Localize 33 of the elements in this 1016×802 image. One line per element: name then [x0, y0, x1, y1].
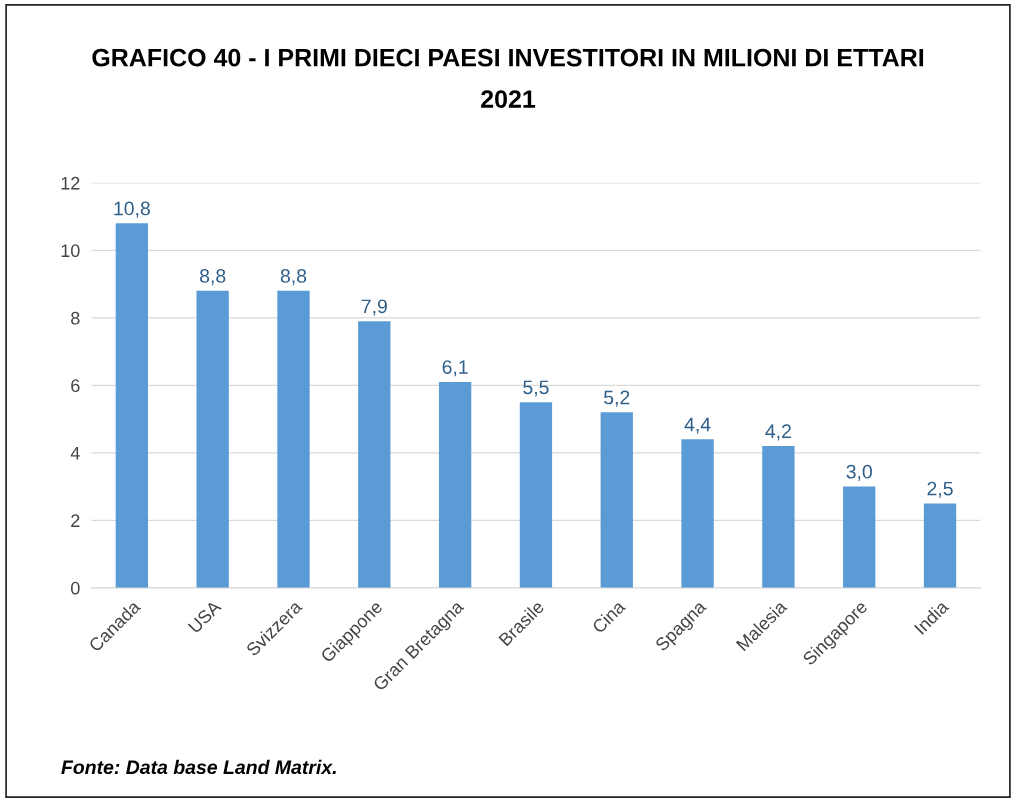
y-tick-label: 4	[70, 446, 80, 460]
bar	[519, 402, 553, 588]
data-label: 2,5	[927, 481, 953, 498]
bar	[438, 381, 472, 588]
data-label: 8,8	[280, 269, 307, 286]
bar	[196, 290, 229, 588]
bar	[358, 321, 391, 588]
data-label: 4,4	[684, 417, 711, 434]
bar	[277, 290, 310, 588]
data-label: 8,8	[200, 269, 226, 286]
data-label: 4,2	[765, 424, 791, 441]
bar	[681, 439, 714, 588]
source-note: Fonte: Data base Land Matrix.	[61, 759, 336, 775]
bar	[600, 412, 633, 588]
data-label: 10,8	[114, 201, 150, 218]
y-tick-label: 6	[71, 379, 80, 393]
bar	[762, 446, 795, 588]
data-label: 6,1	[442, 360, 468, 377]
data-label: 5,2	[604, 390, 630, 407]
data-label: 7,9	[361, 299, 387, 316]
bar	[843, 486, 876, 588]
data-label: 3,0	[846, 464, 872, 481]
y-tick-label: 2	[71, 514, 80, 527]
chart-title: GRAFICO 40 - I PRIMI DIECI PAESI INVESTITORI IN MILIONI DI ETTARI 2021	[92, 48, 924, 108]
y-tick-label: 10	[61, 244, 80, 258]
bar	[115, 223, 149, 588]
data-label: 5,5	[523, 380, 549, 397]
x-tick-label: USA	[187, 599, 223, 634]
y-tick-label: 12	[61, 176, 80, 190]
y-tick-label: 8	[71, 311, 80, 325]
bar	[923, 503, 957, 588]
x-tick-label: Cina	[591, 598, 627, 634]
y-tick-label: 0	[70, 581, 80, 595]
